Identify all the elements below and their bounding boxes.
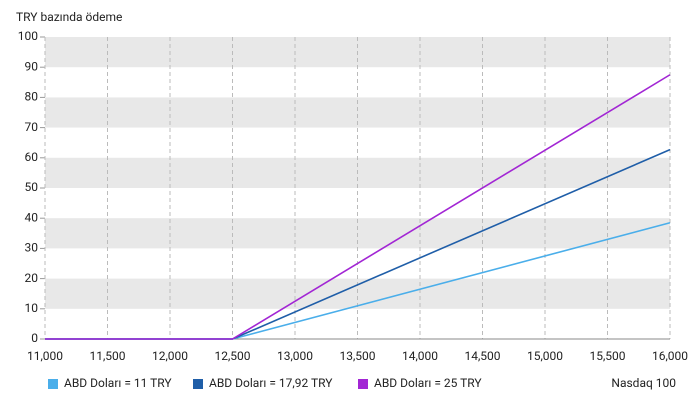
legend-label: ABD Doları = 25 TRY (374, 376, 482, 390)
y-tick-label: 30 (25, 241, 39, 255)
legend-swatch (358, 379, 368, 389)
x-tick-label: 11,500 (89, 349, 125, 363)
x-tick-label: 14,000 (402, 349, 438, 363)
x-tick-label: 13,000 (277, 349, 313, 363)
legend-swatch (193, 379, 203, 389)
y-tick-label: 60 (25, 150, 39, 164)
y-tick-label: 20 (25, 271, 39, 285)
y-tick-label: 90 (25, 59, 39, 73)
line (45, 74, 671, 340)
x-axis-title: Nasdaq 100 (611, 376, 676, 390)
y-tick-label: 10 (25, 301, 39, 315)
x-tick-label: 14,500 (464, 349, 500, 363)
y-tick-label: 80 (25, 90, 39, 104)
y-axis-title: TRY bazında ödeme (16, 10, 122, 24)
x-tick-label: 12,000 (152, 349, 188, 363)
legend-swatch (48, 379, 58, 389)
y-tick-label: 40 (25, 210, 39, 224)
x-tick-label: 12,500 (214, 349, 250, 363)
legend-label: ABD Doları = 17,92 TRY (209, 376, 333, 390)
x-tick-label: 16,000 (652, 349, 688, 363)
x-tick-label: 11,000 (27, 349, 63, 363)
y-tick-label: 0 (31, 331, 38, 345)
y-tick-label: 100 (18, 29, 38, 43)
x-tick-label: 15,500 (589, 349, 625, 363)
legend-label: ABD Doları = 11 TRY (64, 376, 172, 390)
y-tick-label: 70 (25, 120, 39, 134)
x-tick-label: 13,500 (339, 349, 375, 363)
y-tick-label: 50 (25, 180, 39, 194)
x-tick-label: 15,000 (527, 349, 563, 363)
